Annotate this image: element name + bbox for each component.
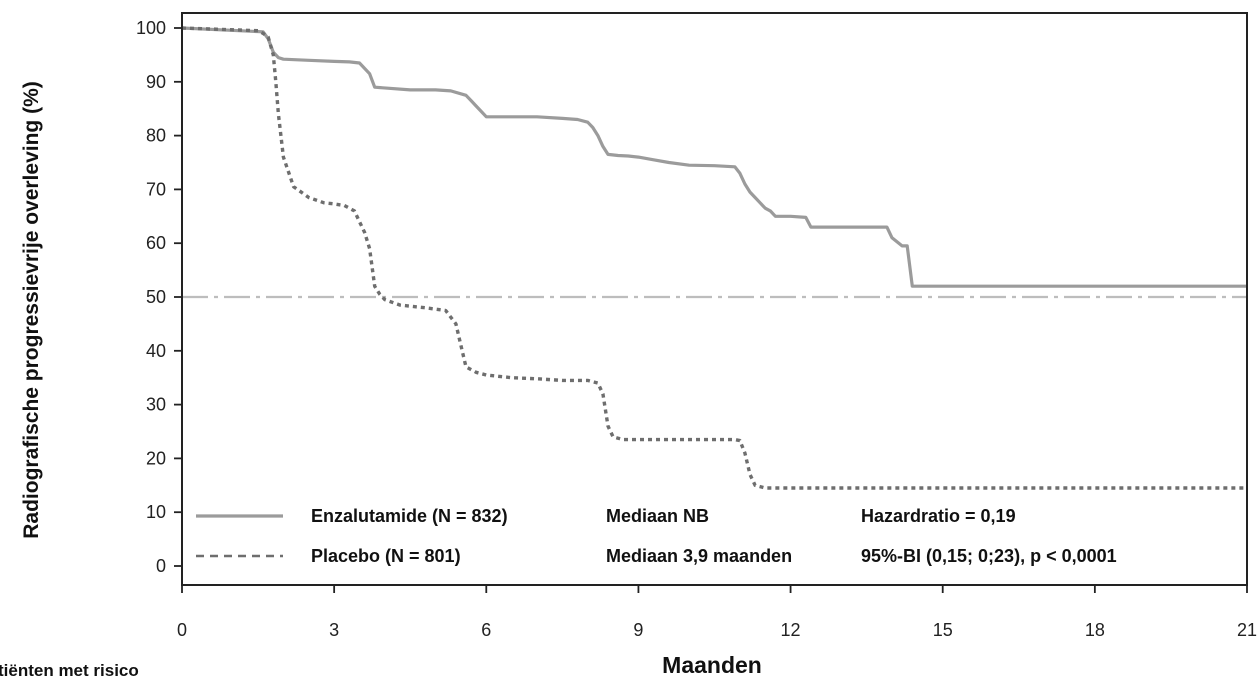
x-tick-label: 18 bbox=[1085, 620, 1105, 640]
legend-series-label: Enzalutamide (N = 832) bbox=[311, 506, 508, 526]
legend-median-label: Mediaan NB bbox=[606, 506, 709, 526]
y-tick-label: 80 bbox=[146, 126, 166, 146]
risk-table-title: tiënten met risico bbox=[0, 661, 139, 680]
y-tick-label: 50 bbox=[146, 287, 166, 307]
x-tick-label: 21 bbox=[1237, 620, 1257, 640]
legend-stat-label: 95%-BI (0,15; 0;23), p < 0,0001 bbox=[861, 546, 1117, 566]
y-tick-label: 0 bbox=[156, 556, 166, 576]
legend-stat-label: Hazardratio = 0,19 bbox=[861, 506, 1016, 526]
x-tick-label: 15 bbox=[933, 620, 953, 640]
x-axis-title: Maanden bbox=[662, 652, 762, 678]
y-tick-label: 60 bbox=[146, 233, 166, 253]
x-tick-label: 12 bbox=[781, 620, 801, 640]
plot-frame bbox=[181, 12, 1248, 586]
y-tick-label: 10 bbox=[146, 502, 166, 522]
x-tick-label: 6 bbox=[481, 620, 491, 640]
legend-series-label: Placebo (N = 801) bbox=[311, 546, 461, 566]
enzalutamide-curve bbox=[181, 26, 1247, 288]
y-tick-label: 100 bbox=[136, 18, 166, 38]
y-tick-label: 40 bbox=[146, 341, 166, 361]
x-tick-label: 3 bbox=[329, 620, 339, 640]
legend-median-label: Mediaan 3,9 maanden bbox=[606, 546, 792, 566]
y-tick-label: 30 bbox=[146, 395, 166, 415]
y-tick-label: 20 bbox=[146, 448, 166, 468]
x-tick-label: 0 bbox=[177, 620, 187, 640]
placebo-curve bbox=[181, 26, 1247, 490]
y-tick-label: 70 bbox=[146, 179, 166, 199]
y-tick-label: 90 bbox=[146, 72, 166, 92]
x-tick-label: 9 bbox=[633, 620, 643, 640]
y-axis-title: Radiografische progressievrije overlevin… bbox=[20, 81, 43, 539]
